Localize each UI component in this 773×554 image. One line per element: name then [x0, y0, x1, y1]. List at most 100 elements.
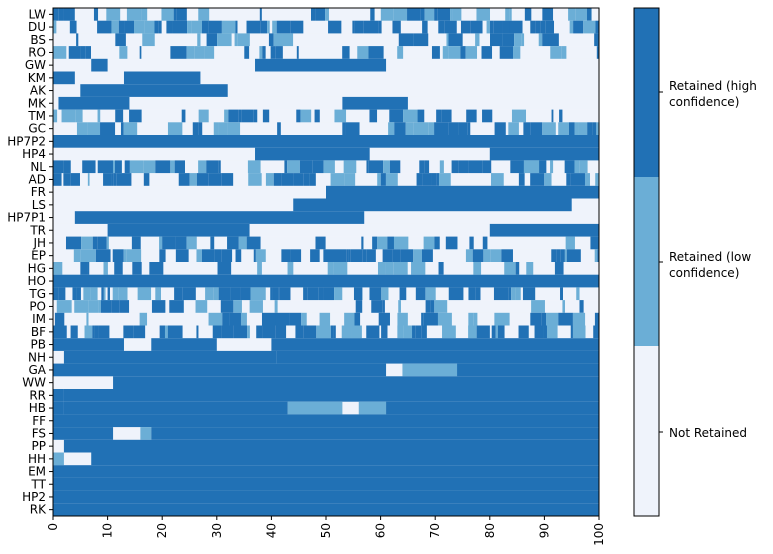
heatmap-cell	[137, 287, 152, 301]
heatmap-cell	[97, 20, 112, 34]
heatmap-cell	[377, 236, 388, 250]
heatmap-cell	[333, 262, 348, 275]
y-tick-label: LS	[32, 198, 46, 212]
heatmap-cell	[131, 236, 141, 250]
heatmap-cell	[419, 160, 425, 174]
heatmap-cell	[436, 173, 439, 187]
heatmap-cell	[434, 236, 440, 250]
heatmap-cell	[564, 160, 575, 174]
heatmap-cell	[74, 300, 89, 314]
heatmap-cell	[442, 46, 449, 60]
heatmap-cell	[570, 173, 585, 187]
heatmap-cell	[118, 287, 128, 301]
y-tick-label: DU	[28, 20, 46, 34]
heatmap-cell	[592, 122, 597, 136]
heatmap-cell	[201, 249, 215, 263]
heatmap-cell	[124, 160, 130, 174]
heatmap-cell	[568, 122, 575, 136]
heatmap-cell	[505, 8, 510, 21]
x-axis: 0 10 20 30 40 50 60 70 80 90 100	[46, 516, 606, 546]
heatmap-cell	[53, 8, 59, 21]
heatmap-cell	[422, 173, 432, 187]
heatmap-cell	[91, 452, 599, 466]
colorbar-label-high: Retained (high confidence)	[669, 79, 757, 109]
heatmap-cell	[213, 122, 219, 136]
heatmap-cell	[522, 287, 536, 301]
heatmap-cell	[221, 325, 234, 339]
heatmap-cell	[566, 173, 571, 187]
heatmap-cell	[53, 160, 64, 174]
heatmap-cell	[413, 249, 422, 263]
heatmap-cell	[65, 236, 82, 250]
heatmap-cell	[260, 20, 268, 34]
heatmap-cell	[475, 33, 480, 47]
heatmap-cell	[69, 20, 77, 34]
heatmap-cell	[362, 249, 367, 263]
heatmap-cell	[116, 173, 132, 187]
heatmap-cell	[316, 325, 331, 339]
heatmap-row-HP7P2	[53, 135, 599, 148]
heatmap-cell	[473, 312, 478, 326]
heatmap-cell	[342, 122, 346, 136]
heatmap-cell	[593, 325, 599, 339]
heatmap-cell	[542, 33, 549, 47]
heatmap-cell	[342, 96, 408, 110]
heatmap-cell	[132, 262, 142, 275]
heatmap-cell	[341, 325, 352, 339]
heatmap-cell	[253, 109, 258, 123]
y-tick-label: MK	[28, 96, 47, 110]
heatmap-cell	[594, 249, 598, 263]
heatmap-cell	[112, 287, 119, 301]
heatmap-cell	[501, 249, 513, 263]
heatmap-cell	[293, 198, 572, 212]
heatmap-cell	[457, 363, 599, 377]
heatmap-row-bg	[53, 300, 599, 314]
heatmap-cell	[249, 300, 263, 314]
heatmap-row-PP	[53, 439, 600, 453]
heatmap-cell	[578, 122, 588, 136]
heatmap-cell	[275, 325, 287, 339]
heatmap-cell	[437, 312, 452, 326]
heatmap-cell	[514, 33, 522, 47]
heatmap-cell	[88, 300, 99, 314]
heatmap-cell	[238, 109, 242, 123]
heatmap-cell	[368, 46, 384, 60]
heatmap-cell	[276, 20, 291, 34]
heatmap-cell	[583, 20, 596, 34]
heatmap-cell	[208, 173, 222, 187]
heatmap-cell	[174, 160, 185, 174]
heatmap-cell	[312, 160, 324, 174]
heatmap-cell	[561, 46, 567, 60]
heatmap-cell	[413, 33, 429, 47]
heatmap-cell	[158, 20, 162, 34]
heatmap-cell	[229, 312, 241, 326]
heatmap-cell	[493, 20, 503, 34]
heatmap-cell	[103, 262, 108, 275]
heatmap-cell	[434, 300, 448, 314]
heatmap-cell	[268, 33, 274, 47]
heatmap-cell	[587, 8, 592, 21]
heatmap-cell	[572, 325, 586, 339]
heatmap-cell	[434, 122, 449, 136]
heatmap-cell	[351, 325, 362, 339]
heatmap-cell	[191, 20, 202, 34]
heatmap-cell	[103, 287, 106, 301]
heatmap-cell	[255, 249, 266, 263]
heatmap-cell	[314, 109, 320, 123]
heatmap-cell	[293, 173, 304, 187]
y-tick-label: TG	[28, 287, 46, 301]
heatmap-cell	[590, 236, 599, 250]
heatmap-cell	[535, 20, 541, 34]
y-tick-label: FF	[32, 414, 46, 428]
heatmap-cell	[560, 287, 563, 301]
heatmap-cell	[129, 109, 142, 123]
heatmap-cell	[368, 160, 384, 174]
heatmap-cell	[58, 287, 66, 301]
heatmap-cell	[95, 249, 111, 263]
heatmap-cell	[361, 236, 364, 250]
heatmap-cell	[568, 8, 576, 21]
heatmap-cell	[119, 46, 128, 60]
heatmap-cell	[53, 262, 63, 275]
heatmap-cell	[106, 236, 109, 250]
heatmap-row-HH	[53, 452, 599, 466]
